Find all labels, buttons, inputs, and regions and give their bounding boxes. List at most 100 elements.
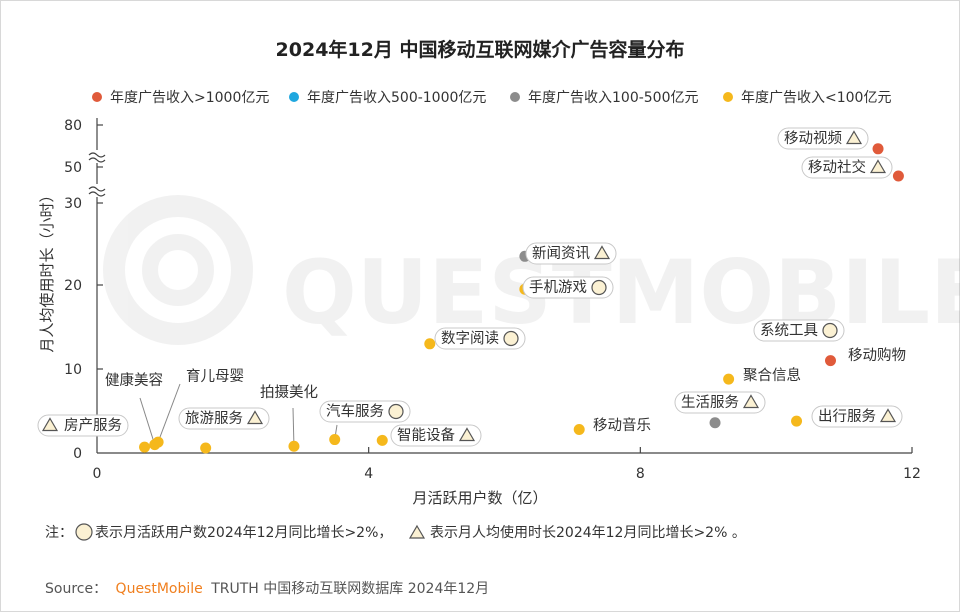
point-label: 育儿母婴 — [186, 368, 244, 385]
label-box — [178, 407, 270, 430]
point-label: 拍摄美化 — [260, 384, 318, 401]
x-tick-label: 12 — [903, 466, 921, 482]
label-box — [777, 127, 869, 150]
point-label: 移动音乐 — [593, 417, 651, 434]
y-ticks: 0 10 20 30 50 80 — [64, 118, 103, 462]
y-tick-label: 10 — [64, 362, 82, 378]
point-label: 手机游戏 — [529, 279, 587, 296]
growth-circle-marker — [591, 279, 607, 296]
x-ticks: 0 4 8 12 — [93, 447, 921, 482]
axis-break-lower — [88, 184, 106, 197]
point-label: 移动社交 — [808, 158, 866, 176]
growth-circle-marker — [503, 330, 519, 347]
label-box — [390, 424, 482, 447]
growth-triangle-marker — [845, 130, 863, 145]
callout-line — [292, 407, 295, 447]
label-box — [522, 276, 614, 299]
data-point — [139, 441, 151, 453]
legend: 年度广告收入>1000亿元 年度广告收入500-1000亿元 年度广告收入100-5… — [92, 90, 891, 106]
label-box — [674, 391, 766, 414]
footnote: 注： 表示月活跃用户数2024年12月同比增长>2%， 表示月人均使用时长202… — [45, 523, 746, 541]
label-box — [434, 327, 526, 350]
growth-triangle-marker — [879, 408, 897, 423]
data-point — [872, 143, 884, 155]
watermark: QUESTMOBILE — [103, 195, 960, 345]
data-point — [376, 434, 388, 446]
growth-triangle-marker — [458, 427, 476, 442]
callout-line — [139, 397, 156, 445]
axis-break-upper — [88, 150, 106, 163]
point-label: 出行服务 — [818, 408, 876, 425]
label-box — [525, 242, 617, 265]
x-axis-title: 月活跃用户数（亿） — [412, 489, 547, 507]
growth-circle-marker — [822, 322, 838, 339]
growth-triangle-marker — [246, 410, 264, 425]
point-label: 聚合信息 — [743, 367, 801, 384]
footnote-prefix: 注： — [45, 525, 73, 541]
footnote-triangle-text: 表示月人均使用时长2024年12月同比增长>2% 。 — [430, 524, 746, 541]
legend-marker — [92, 92, 102, 102]
legend-label: 年度广告收入100-500亿元 — [528, 90, 699, 106]
point-label: 系统工具 — [760, 322, 818, 339]
point-label: 生活服务 — [681, 394, 739, 411]
point-label: 新闻资讯 — [532, 245, 590, 262]
axes — [88, 118, 912, 454]
source-prefix: Source： — [45, 581, 107, 597]
point-label: 移动购物 — [848, 347, 906, 364]
data-point — [723, 373, 735, 385]
point-label: 智能设备 — [397, 427, 455, 444]
legend-marker — [723, 92, 733, 102]
x-tick-label: 4 — [364, 466, 373, 482]
data-point — [288, 440, 300, 452]
legend-marker — [289, 92, 299, 102]
legend-label: 年度广告收入<100亿元 — [741, 90, 891, 106]
point-label: 健康美容 — [105, 372, 163, 389]
growth-circle-marker — [388, 403, 404, 420]
data-point — [149, 439, 161, 451]
callout-line — [157, 383, 181, 443]
legend-label: 年度广告收入500-1000亿元 — [307, 90, 486, 106]
data-point — [791, 415, 803, 427]
point-label: 房产服务 — [64, 417, 122, 434]
data-point — [424, 338, 436, 350]
y-tick-label: 0 — [73, 446, 82, 462]
label-box — [753, 319, 845, 342]
y-tick-label: 80 — [64, 118, 82, 134]
circle-legend-icon — [75, 523, 93, 541]
source-line: Source： QuestMobile TRUTH 中国移动互联网数据库 202… — [45, 581, 489, 597]
data-point — [573, 423, 585, 435]
data-point — [200, 442, 212, 454]
y-tick-label: 20 — [64, 278, 82, 294]
data-points — [139, 143, 904, 454]
legend-label: 年度广告收入>1000亿元 — [110, 90, 269, 106]
source-brand: QuestMobile — [116, 581, 203, 597]
footnote-circle-text: 表示月活跃用户数2024年12月同比增长>2%， — [95, 524, 392, 541]
label-box — [319, 400, 411, 423]
triangle-legend-icon — [408, 524, 426, 539]
x-tick-label: 0 — [93, 466, 102, 482]
y-axis-title: 月人均使用时长（小时） — [38, 187, 56, 352]
x-tick-label: 8 — [636, 466, 645, 482]
growth-triangle-marker — [869, 159, 887, 174]
point-label: 数字阅读 — [441, 330, 499, 347]
point-label: 汽车服务 — [326, 403, 384, 420]
label-box — [811, 405, 903, 428]
label-box — [801, 156, 893, 179]
source-suffix: TRUTH 中国移动互联网数据库 2024年12月 — [210, 581, 489, 597]
data-point — [329, 434, 341, 446]
point-label: 移动视频 — [784, 130, 842, 147]
growth-triangle-marker — [742, 394, 760, 409]
svg-text:QUESTMOBILE: QUESTMOBILE — [282, 241, 960, 344]
point-label: 旅游服务 — [185, 410, 243, 427]
data-point — [892, 170, 904, 182]
svg-text:Source： QuestMobile: Source： QuestMobile TRUTH 中国移动互联网数据库 202… — [45, 581, 489, 597]
legend-marker — [510, 92, 520, 102]
data-point — [825, 355, 836, 367]
callout-lines — [139, 383, 338, 447]
label-box — [37, 414, 129, 437]
growth-triangle-marker — [41, 417, 59, 432]
chart-title: 2024年12月 中国移动互联网媒介广告容量分布 — [276, 38, 685, 61]
y-tick-label: 30 — [64, 196, 82, 212]
